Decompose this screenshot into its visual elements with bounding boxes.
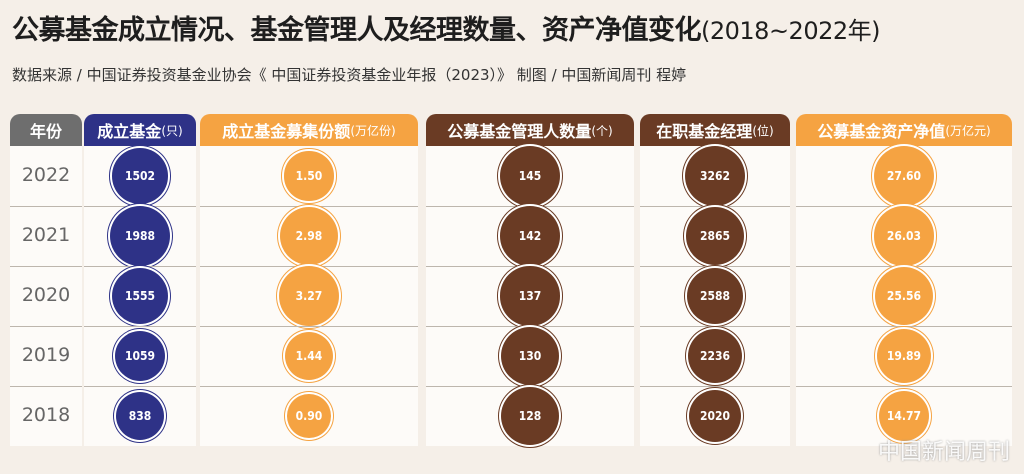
- row-divider: [796, 266, 1012, 267]
- managers-bubble: 130: [500, 326, 560, 386]
- header-funds: 成立基金 (只): [84, 114, 196, 146]
- managers-bubble: 128: [501, 387, 559, 445]
- row-divider: [796, 386, 1012, 387]
- row-divider: [200, 326, 418, 327]
- year-label: 2020: [21, 284, 71, 306]
- chart-title: 公募基金成立情况、基金管理人及经理数量、资产净值变化(2018~2022年): [12, 8, 881, 47]
- fund-managers-bubble: 2020: [688, 389, 742, 443]
- row-divider: [796, 326, 1012, 327]
- header-unit: (个): [591, 123, 613, 138]
- nav-bubble: 19.89: [876, 328, 932, 384]
- watermark: 中国新闻周刊: [877, 440, 1010, 465]
- header-year: 年份: [10, 114, 82, 146]
- row-divider: [84, 326, 196, 327]
- shares-bubble: 1.44: [284, 331, 334, 381]
- fund-managers-bubble: 2588: [686, 267, 744, 325]
- header-fund-managers: 在职基金经理 (位): [640, 114, 790, 146]
- year-label: 2022: [21, 164, 71, 186]
- chart-title-years: (2018~2022年): [701, 17, 881, 45]
- header-label: 成立基金: [97, 122, 162, 141]
- row-divider: [84, 266, 196, 267]
- header-label: 成立基金募集份额: [222, 122, 351, 141]
- shares-bubble: 2.98: [279, 206, 339, 266]
- header-managers: 公募基金管理人数量 (个): [426, 114, 634, 146]
- managers-bubble: 137: [500, 266, 560, 326]
- header-label: 在职基金经理: [656, 122, 753, 141]
- year-label: 2018: [21, 404, 71, 426]
- row-divider: [84, 386, 196, 387]
- fund-managers-bubble: 2865: [686, 207, 744, 265]
- header-label: 公募基金管理人数量: [447, 122, 592, 141]
- year-label: 2021: [21, 224, 71, 246]
- managers-bubble: 145: [500, 146, 560, 206]
- row-divider: [640, 326, 790, 327]
- funds-bubble: 1502: [112, 148, 168, 204]
- row-divider: [10, 326, 82, 327]
- shares-bubble: 0.90: [287, 394, 331, 438]
- funds-bubble: 838: [115, 391, 165, 441]
- funds-bubble: 1555: [111, 267, 169, 325]
- shares-bubble: 1.50: [284, 151, 334, 201]
- row-divider: [640, 206, 790, 207]
- shares-bubble: 3.27: [279, 266, 339, 326]
- column-body: [10, 146, 82, 446]
- managers-bubble: 142: [500, 206, 560, 266]
- header-unit: (只): [161, 123, 183, 138]
- header-label: 年份: [29, 122, 62, 141]
- header-unit: (位): [752, 123, 774, 138]
- row-divider: [426, 386, 634, 387]
- header-unit: (万亿份): [350, 123, 396, 138]
- header-label: 公募基金资产净值: [817, 122, 946, 141]
- year-label: 2019: [21, 344, 71, 366]
- row-divider: [10, 386, 82, 387]
- chart-source: 数据来源 / 中国证券投资基金业协会《 中国证券投资基金业年报（2023）》 制…: [12, 66, 687, 84]
- header-nav: 公募基金资产净值 (万亿元): [796, 114, 1012, 146]
- row-divider: [10, 266, 82, 267]
- nav-bubble: 26.03: [874, 206, 934, 266]
- fund-managers-bubble: 3262: [685, 146, 745, 206]
- nav-bubble: 14.77: [878, 390, 930, 442]
- row-divider: [640, 386, 790, 387]
- chart-title-text: 公募基金成立情况、基金管理人及经理数量、资产净值变化: [12, 15, 702, 46]
- fund-managers-bubble: 2236: [687, 328, 743, 384]
- row-divider: [640, 266, 790, 267]
- header-unit: (万亿元): [945, 123, 991, 138]
- row-divider: [426, 326, 634, 327]
- nav-bubble: 25.56: [874, 266, 934, 326]
- funds-bubble: 1988: [110, 206, 170, 266]
- header-shares: 成立基金募集份额 (万亿份): [200, 114, 418, 146]
- row-divider: [200, 206, 418, 207]
- nav-bubble: 27.60: [874, 146, 934, 206]
- funds-bubble: 1059: [114, 330, 166, 382]
- row-divider: [10, 206, 82, 207]
- row-divider: [200, 386, 418, 387]
